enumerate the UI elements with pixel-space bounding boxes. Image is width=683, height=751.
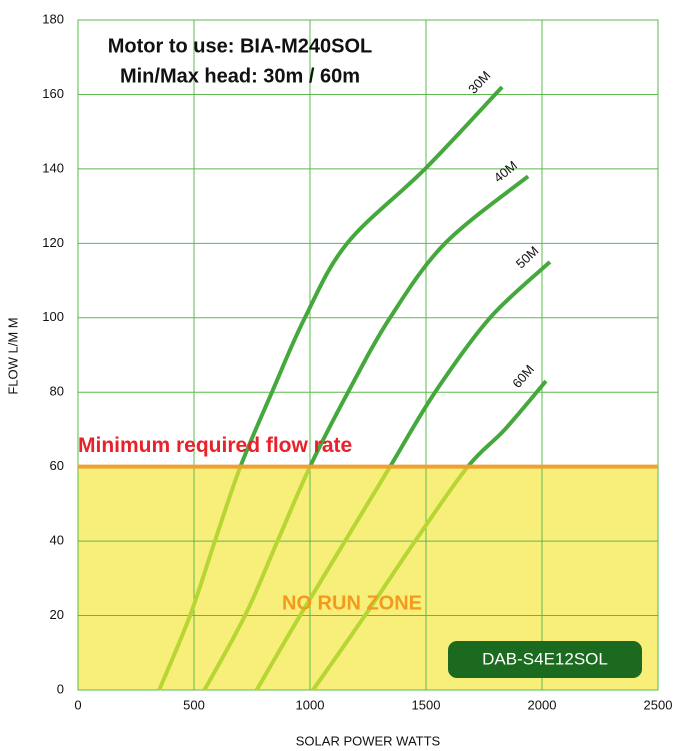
flow-curve-low <box>157 466 243 691</box>
series-label: 40M <box>491 158 520 186</box>
y-tick-label: 160 <box>42 86 64 101</box>
x-tick-label: 0 <box>74 697 81 712</box>
flow-curve-high <box>465 379 548 467</box>
y-tick-label: 20 <box>50 607 64 622</box>
plot-border <box>77 19 659 691</box>
flow-curve-high <box>387 260 552 467</box>
flow-curve-low <box>311 466 471 692</box>
flow-curve-high <box>238 85 504 467</box>
series-label: 50M <box>513 243 542 271</box>
series-label: 30M <box>465 68 493 97</box>
y-tick-label: 120 <box>42 235 64 250</box>
x-tick-label: 2000 <box>528 697 557 712</box>
y-tick-label: 0 <box>57 681 64 696</box>
y-tick-label: 180 <box>42 11 64 26</box>
chart-title: Motor to use: BIA-M240SOL <box>108 35 372 57</box>
x-tick-label: 2500 <box>644 697 673 712</box>
badge-box <box>448 641 642 678</box>
y-tick-label: 60 <box>50 458 64 473</box>
y-tick-label: 100 <box>42 309 64 324</box>
threshold-label: Minimum required flow rate <box>78 434 352 457</box>
flow-curve-high <box>307 174 530 467</box>
chart-title: Min/Max head: 30m / 60m <box>120 65 360 87</box>
y-axis-label: FLOW L/M M <box>5 317 20 394</box>
zone-label: NO RUN ZONE <box>282 592 422 614</box>
flow-curve-low <box>202 466 313 691</box>
x-tick-label: 1000 <box>296 697 325 712</box>
series-label: 60M <box>509 362 537 391</box>
badge-label: DAB-S4E12SOL <box>482 649 608 668</box>
y-tick-label: 140 <box>42 160 64 175</box>
y-tick-label: 80 <box>50 384 64 399</box>
x-tick-label: 500 <box>183 697 205 712</box>
x-tick-label: 1500 <box>412 697 441 712</box>
x-axis-label: SOLAR POWER WATTS <box>296 733 441 748</box>
y-tick-label: 40 <box>50 533 64 548</box>
